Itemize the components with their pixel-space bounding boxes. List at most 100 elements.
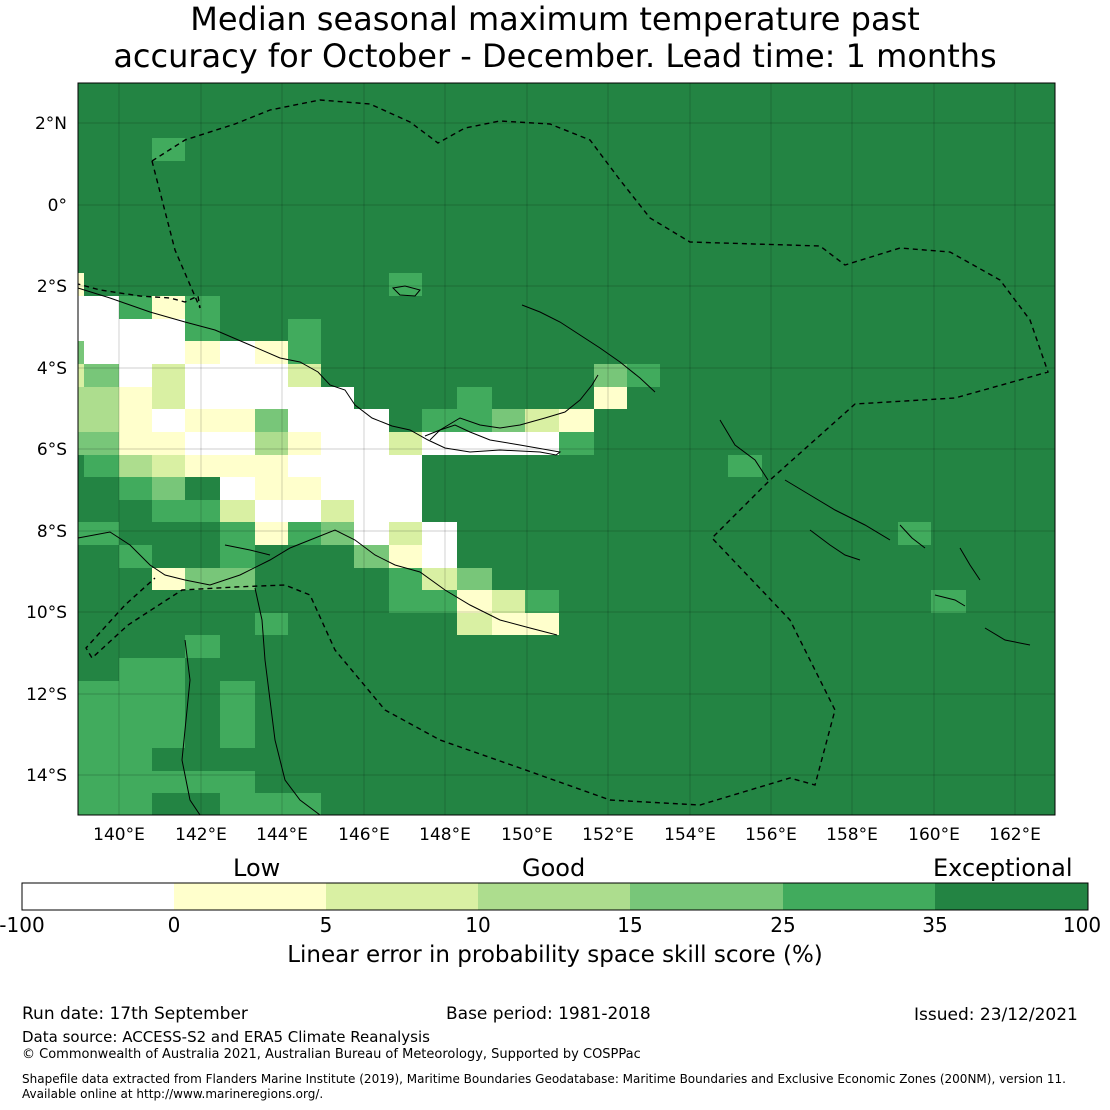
- colorbar-tick: 100: [1062, 913, 1102, 937]
- map-cell: [594, 387, 627, 409]
- map-cell: [185, 364, 288, 387]
- map-cell: [119, 296, 152, 319]
- colorbar-category-good: Good: [522, 854, 586, 882]
- colorbar-tick: 35: [922, 913, 948, 937]
- lat-label: 10°S: [26, 603, 67, 623]
- map-cell: [728, 455, 762, 477]
- title-line-2: accuracy for October - December. Lead ti…: [113, 37, 997, 75]
- lon-label: 142°E: [175, 825, 227, 845]
- map-cell: [389, 522, 422, 545]
- eez-boundary-west: [77, 160, 201, 309]
- run-date: Run date: 17th September: [22, 1004, 248, 1024]
- map-cell: [492, 590, 525, 613]
- map-cell: [84, 455, 119, 477]
- lat-label: 4°S: [37, 359, 67, 379]
- map-cell: [185, 455, 220, 477]
- lon-label: 162°E: [989, 825, 1041, 845]
- map-cell: [78, 273, 84, 296]
- map-cell: [119, 387, 152, 409]
- map-cell: [255, 455, 288, 477]
- colorbar-tick: 5: [319, 913, 333, 937]
- coastlines: [77, 285, 1031, 816]
- new-britain-coast: [429, 374, 599, 441]
- colorbar-segment: [326, 883, 478, 910]
- torres-strait-islands: [224, 544, 271, 556]
- map-cell: [559, 432, 594, 455]
- map-cell: [389, 545, 422, 568]
- map-cell: [525, 590, 559, 613]
- map-cell: [354, 500, 422, 522]
- map-cell: [288, 522, 321, 545]
- map-frame: [77, 82, 1056, 816]
- colorbar-tick: -100: [0, 913, 45, 937]
- map-cell: [492, 409, 525, 432]
- map-cell: [220, 500, 255, 522]
- map-cell: [288, 409, 354, 432]
- map-cell: [78, 364, 84, 387]
- map-cell: [525, 409, 559, 432]
- map-cell: [389, 432, 422, 455]
- map-cell: [255, 613, 288, 635]
- colorbar: [21, 882, 1089, 911]
- data-source: Data source: ACCESS-S2 and ERA5 Climate …: [22, 1028, 430, 1046]
- map-cell: [354, 522, 389, 545]
- map-cell: [220, 681, 255, 748]
- map-cell: [457, 613, 492, 635]
- map-cell: [255, 432, 288, 455]
- lon-label: 148°E: [419, 825, 471, 845]
- lat-label: 6°S: [37, 440, 67, 460]
- map-cell: [931, 590, 966, 613]
- map-cell: [422, 409, 457, 432]
- new-ireland-coast: [521, 304, 656, 393]
- map-cell: [422, 432, 559, 455]
- colorbar-tick: 15: [617, 913, 643, 937]
- map-cell: [78, 296, 119, 319]
- map-cell: [321, 477, 422, 500]
- map-cell: [288, 319, 321, 341]
- lon-label: 152°E: [582, 825, 634, 845]
- map-cell: [321, 500, 354, 522]
- bougainville-coast: [719, 419, 769, 481]
- map-cell: [152, 296, 185, 319]
- map-cell: [422, 568, 457, 590]
- eez-boundary: [85, 99, 1049, 806]
- map-cell: [185, 319, 220, 342]
- map-cell: [78, 522, 119, 545]
- map-cell: [627, 364, 660, 387]
- map-cell: [119, 364, 152, 387]
- lat-label: 12°S: [26, 685, 67, 705]
- map-cell: [78, 748, 152, 815]
- cape-york-east-coast: [254, 587, 321, 816]
- map-cell: [354, 409, 389, 432]
- map-cell: [220, 545, 255, 568]
- map-cell: [152, 138, 185, 161]
- map-cell: [152, 477, 185, 500]
- map-cell: [559, 409, 594, 432]
- map-cell: [152, 771, 255, 793]
- map-cell: [119, 432, 185, 455]
- lon-label: 146°E: [338, 825, 390, 845]
- map-cell: [898, 522, 931, 545]
- lon-label: 156°E: [745, 825, 797, 845]
- map-cell: [422, 545, 457, 568]
- lon-label: 140°E: [93, 825, 145, 845]
- map-cell: [84, 341, 185, 364]
- map-cell: [78, 455, 84, 477]
- new-georgia-coast: [809, 529, 861, 561]
- colorbar-tick: 25: [770, 913, 796, 937]
- map-cell: [119, 477, 152, 500]
- cape-york-west-coast: [181, 639, 201, 816]
- map-cell: [354, 545, 389, 568]
- map-cell: [220, 455, 255, 477]
- map-cell: [457, 568, 492, 590]
- island-coast: [959, 547, 981, 581]
- map-cell: [84, 432, 119, 455]
- map-cell: [119, 455, 152, 477]
- map-cell: [185, 341, 220, 364]
- map-cell: [389, 568, 422, 590]
- map-cell: [422, 522, 457, 545]
- map-cell: [78, 681, 185, 748]
- manus-island: [391, 285, 421, 297]
- map-cell: [78, 341, 84, 364]
- map-cell: [255, 341, 288, 364]
